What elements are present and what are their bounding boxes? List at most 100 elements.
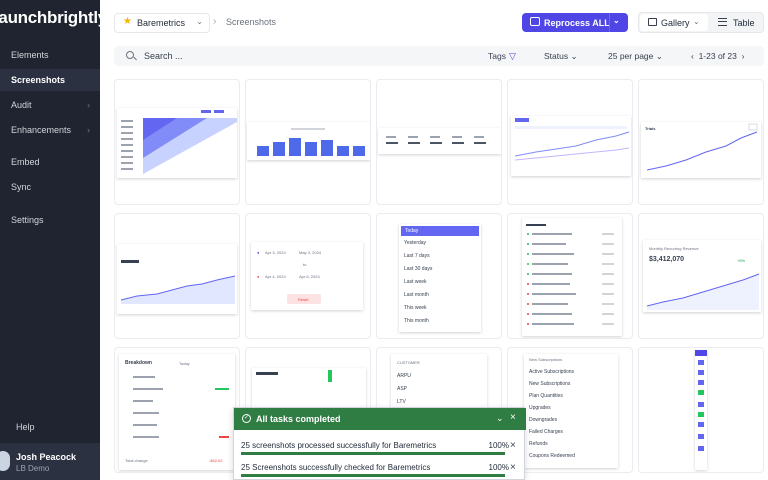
reset-label: Reset	[298, 297, 309, 302]
breakdown-total-label: Total change	[125, 458, 148, 463]
trials-chart-thumbnail: Trials	[641, 122, 761, 178]
chevron-down-icon[interactable]: ⌄	[496, 413, 504, 423]
date-menu-thumbnail: Today Yesterday Last 7 days Last 30 days…	[399, 224, 481, 332]
live-stream-thumbnail	[522, 218, 622, 336]
screenshot-card[interactable]: New Subscriptions Active Subscriptions N…	[507, 347, 633, 473]
per-page-select[interactable]: 25 per page ⌄	[608, 51, 663, 62]
project-selector[interactable]: ★ Baremetrics ⌄	[114, 13, 210, 33]
thumbnail-title: Trials	[645, 126, 656, 131]
sidebar-item-label: Help	[16, 422, 35, 432]
sparkline-preview	[646, 273, 760, 310]
breadcrumb: Screenshots	[226, 17, 277, 27]
screenshot-card[interactable]: Trials	[638, 79, 764, 205]
bar-preview	[257, 128, 365, 156]
trend-preview	[646, 123, 758, 171]
metric-badge: +5%	[737, 258, 746, 263]
sidebar-item-embed[interactable]: Embed	[0, 151, 100, 173]
screenshot-card[interactable]: ● Apr 3, 2024 May 4, 2024 to ● Apr 4, 20…	[245, 213, 371, 339]
close-icon[interactable]: ×	[510, 462, 516, 473]
screenshot-card[interactable]	[376, 79, 502, 205]
icon-strip-preview	[695, 350, 707, 451]
search-icon	[126, 51, 134, 59]
heatmap-preview	[121, 110, 237, 174]
task-message: 25 Screenshots successfully checked for …	[241, 463, 431, 472]
sidebar-item-label: Elements	[11, 50, 49, 60]
camera-icon	[530, 17, 540, 26]
list-preview	[526, 224, 614, 325]
date-end: May 4, 2024	[299, 250, 322, 255]
sidebar-item-label: Settings	[11, 215, 44, 225]
reset-button-preview: Reset	[287, 294, 321, 304]
metric-menu-thumbnail: CUSTOMER ARPU ASP LTV	[391, 354, 487, 414]
sidebar-item-enhancements[interactable]: Enhancements ›	[0, 119, 100, 141]
sidebar-item-label: Enhancements	[11, 125, 72, 135]
date-start: Apr 4, 2024	[265, 274, 286, 279]
gallery-view-button[interactable]: Gallery ⌄	[640, 14, 708, 31]
table-icon	[718, 18, 727, 26]
chevron-down-icon: ⌄	[196, 17, 203, 26]
user-menu[interactable]: Josh Peacock LB Demo	[0, 443, 100, 480]
screenshot-card[interactable]	[638, 347, 764, 473]
bar-chart-thumbnail	[247, 122, 370, 160]
search-input[interactable]	[144, 49, 344, 63]
sidebar-item-sync[interactable]: Sync	[0, 176, 100, 198]
heatmap-thumbnail	[117, 108, 237, 178]
task-message: 25 screenshots processed successfully fo…	[241, 441, 437, 450]
sidebar-item-label: Screenshots	[11, 75, 66, 85]
screenshot-card[interactable]	[507, 79, 633, 205]
breakdown-list-preview	[133, 376, 229, 438]
user-name: Josh Peacock	[16, 452, 77, 462]
menu-header: CUSTOMER	[397, 360, 420, 365]
divider	[609, 13, 610, 32]
chevron-right-icon: ›	[213, 16, 217, 27]
screenshot-card[interactable]	[245, 79, 371, 205]
table-view-button[interactable]: Table	[716, 14, 763, 31]
screenshot-card[interactable]: Breakdown Today Total change -$42.62	[114, 347, 240, 473]
screenshot-card[interactable]	[114, 79, 240, 205]
task-percent: 100%	[488, 463, 509, 472]
prev-page-icon[interactable]: ‹	[691, 51, 694, 61]
sidebar-item-settings[interactable]: Settings	[0, 209, 100, 231]
filter-bar: Tags▽ Status ⌄ 25 per page ⌄ ‹ 1-23 of 2…	[114, 46, 764, 66]
mrr-thumbnail: Monthly Recurring Revenue $3,412,070 +5%	[643, 240, 761, 312]
tags-filter[interactable]: Tags ▽	[488, 51, 516, 62]
reprocess-all-button[interactable]: Reprocess ALL ⌄	[522, 13, 628, 32]
toast-title: All tasks completed	[256, 414, 341, 424]
progress-fill	[241, 474, 505, 477]
reprocess-label: Reprocess ALL	[544, 18, 610, 28]
close-icon[interactable]: ×	[510, 440, 516, 451]
breakdown-thumbnail: Breakdown Today Total change -$42.62	[119, 354, 235, 470]
date-to: to	[303, 262, 307, 267]
gallery-label: Gallery	[661, 18, 690, 28]
next-page-icon[interactable]: ›	[741, 51, 745, 61]
breakdown-period: Today	[179, 361, 190, 366]
chevron-down-icon[interactable]: ⌄	[613, 16, 620, 25]
sidebar-item-elements[interactable]: Elements	[0, 44, 100, 66]
screenshot-card[interactable]	[114, 213, 240, 339]
date-end: Apr 6, 2024	[299, 274, 320, 279]
project-name: Baremetrics	[137, 18, 186, 28]
screenshot-card[interactable]	[507, 213, 633, 339]
sidebar-item-label: Sync	[11, 182, 32, 192]
area-chart-thumbnail	[117, 244, 237, 314]
pager-label: 1-23 of 23	[698, 51, 737, 61]
status-filter[interactable]: Status ⌄	[544, 51, 578, 62]
avatar	[0, 451, 10, 471]
date-range-thumbnail: ● Apr 3, 2024 May 4, 2024 to ● Apr 4, 20…	[251, 242, 363, 310]
chevron-down-icon: ⌄	[655, 51, 663, 61]
sidebar-item-label: Embed	[11, 157, 40, 167]
metric-label: Monthly Recurring Revenue	[649, 246, 699, 251]
check-circle-icon: ✓	[242, 414, 251, 423]
sidebar-item-screenshots[interactable]: Screenshots	[0, 69, 100, 91]
toast-header: ✓ All tasks completed ⌄ ×	[234, 408, 526, 430]
sidebar-item-label: Audit	[11, 100, 32, 110]
screenshot-card[interactable]: Today Yesterday Last 7 days Last 30 days…	[376, 213, 502, 339]
sidebar-item-help[interactable]: Help	[0, 416, 100, 438]
screenshot-card[interactable]: Monthly Recurring Revenue $3,412,070 +5%	[638, 213, 764, 339]
sidebar: launchbrightly Elements Screenshots Audi…	[0, 0, 107, 480]
tags-label: Tags	[488, 51, 506, 61]
filter-icon: ▽	[508, 51, 516, 61]
close-icon[interactable]: ×	[510, 412, 516, 423]
sidebar-item-audit[interactable]: Audit ›	[0, 94, 100, 116]
progress-bar	[241, 474, 505, 477]
